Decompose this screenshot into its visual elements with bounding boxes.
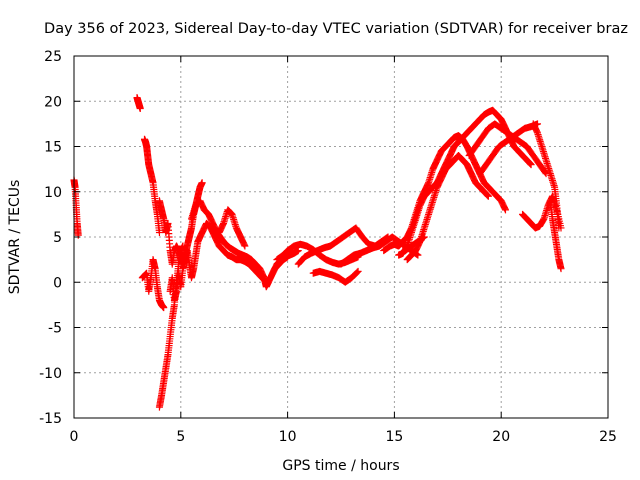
x-tick-label: 5	[176, 429, 185, 445]
series-arc-13	[309, 267, 362, 286]
data-point	[241, 242, 249, 250]
data-point	[557, 265, 565, 273]
data-point	[352, 269, 360, 277]
data-point	[155, 228, 163, 236]
data-point	[414, 251, 422, 259]
y-tick-label: 20	[44, 94, 62, 110]
x-tick-label: 10	[279, 429, 297, 445]
data-point	[353, 268, 361, 276]
data-point	[501, 206, 509, 214]
x-tick-label: 15	[385, 429, 403, 445]
series-arc-23	[546, 197, 565, 273]
series-arc-16	[395, 106, 535, 259]
chart-title: Day 356 of 2023, Sidereal Day-to-day VTE…	[44, 21, 628, 37]
series-arc-18	[401, 233, 428, 255]
series-arc-22	[529, 120, 563, 232]
x-tick-label: 20	[492, 429, 510, 445]
series-arc-3	[140, 135, 163, 236]
series-arc-10	[209, 206, 249, 250]
y-tick-label: 0	[53, 275, 62, 291]
y-tick-label: 5	[53, 230, 62, 246]
x-tick-label: 0	[70, 429, 79, 445]
series-arc-12	[294, 224, 392, 268]
y-tick-label: 10	[44, 185, 62, 201]
y-tick-label: -15	[39, 411, 62, 427]
axis-ticks: 0 5 10 15 20 25 -15 -10 -5 0 5 10 15 20 25	[39, 49, 617, 445]
data-point	[527, 161, 535, 169]
data-point	[160, 304, 168, 312]
data-point	[484, 192, 492, 200]
y-tick-label: 25	[44, 49, 62, 65]
data-point	[198, 179, 206, 187]
data-point	[420, 233, 428, 241]
x-axis-label: GPS time / hours	[282, 458, 399, 474]
data-point	[136, 104, 144, 112]
y-tick-label: -5	[48, 321, 62, 337]
series-arc-21	[519, 192, 565, 232]
y-tick-label: 15	[44, 140, 62, 156]
data-point	[74, 231, 82, 239]
data-point	[354, 267, 362, 275]
y-tick-label: -10	[39, 366, 62, 382]
series-arc-6	[155, 179, 206, 268]
series-arc-1	[70, 176, 82, 239]
series-arc-17	[403, 152, 492, 264]
series-arc-2	[133, 94, 144, 112]
series-arc-15	[380, 132, 509, 255]
y-axis-label: SDTVAR / TECUs	[7, 180, 23, 295]
series-arc-7	[166, 238, 202, 304]
series-arc-11	[273, 240, 362, 268]
data-points	[70, 94, 565, 411]
x-tick-label: 25	[599, 429, 617, 445]
series-arc-4	[138, 256, 168, 312]
